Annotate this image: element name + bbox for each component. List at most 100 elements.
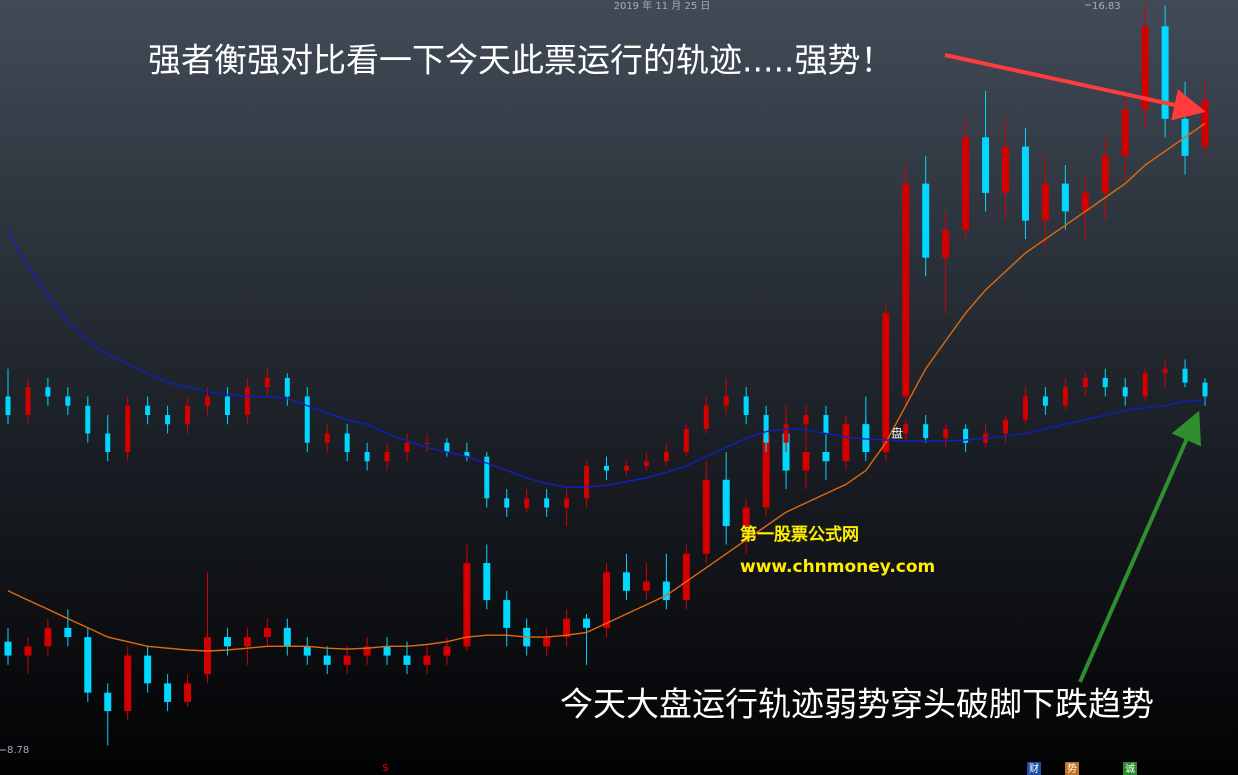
- candle-body: [1122, 387, 1128, 397]
- candle-body: [45, 387, 51, 397]
- candle-body: [484, 456, 490, 499]
- candle-body: [584, 465, 590, 499]
- candle-body: [742, 507, 750, 527]
- candle-body: [5, 396, 11, 415]
- candle-body: [65, 396, 71, 406]
- candle-body: [802, 452, 810, 471]
- candle-body: [682, 553, 690, 601]
- candle-body: [543, 637, 551, 647]
- footer-icon[interactable]: 势: [1067, 762, 1077, 775]
- candle-body: [1182, 368, 1188, 383]
- candle-body: [564, 498, 570, 508]
- candle-body: [144, 655, 152, 684]
- candle-body: [1201, 100, 1209, 147]
- footer-icon[interactable]: $: [382, 761, 389, 774]
- footer-icon[interactable]: 财: [1029, 762, 1039, 775]
- candle-body: [404, 442, 410, 452]
- candle-body: [24, 646, 32, 656]
- footer-icon-bg: [1065, 762, 1079, 775]
- candle-body: [264, 377, 270, 388]
- candle-body: [703, 405, 709, 429]
- candle-body: [903, 424, 909, 434]
- candle-body: [563, 618, 571, 638]
- candle-body: [205, 396, 210, 406]
- candle-body: [683, 428, 689, 452]
- candle-body: [623, 465, 629, 471]
- footer-icon[interactable]: 诚: [1125, 763, 1135, 775]
- candle-body: [762, 433, 770, 508]
- candle-body: [1003, 419, 1008, 434]
- candle-body: [324, 433, 330, 443]
- candle-body: [1062, 387, 1068, 406]
- candle-body: [882, 313, 890, 452]
- candle-body: [44, 627, 52, 647]
- candle-body: [304, 396, 310, 443]
- candle-body: [364, 452, 370, 462]
- candle-body: [164, 683, 172, 702]
- candle-body: [1082, 377, 1088, 388]
- candle-body: [544, 498, 550, 508]
- candle-body: [424, 442, 430, 444]
- y-tick-label: 8.78: [7, 745, 29, 756]
- candle-body: [383, 646, 391, 656]
- candle-body: [1161, 26, 1169, 119]
- candle-body: [1022, 396, 1028, 420]
- candle-body: [85, 405, 91, 434]
- annotation: 今天大盘运行轨迹弱势穿头破脚下跌趋势: [560, 685, 1154, 724]
- candle-body: [104, 692, 112, 712]
- candle-body: [722, 479, 730, 527]
- candle-body: [1081, 192, 1089, 212]
- candle-body: [403, 655, 411, 665]
- candle-body: [443, 646, 451, 656]
- y-tick-label: 16.83: [1092, 1, 1121, 12]
- candle-body: [1202, 382, 1208, 397]
- candle-body: [224, 396, 230, 415]
- candle-body: [423, 655, 431, 665]
- candle-body: [982, 137, 990, 193]
- candle-body: [323, 655, 331, 665]
- candle-body: [702, 479, 710, 554]
- candle-body: [283, 627, 291, 647]
- candle-body: [1162, 368, 1168, 374]
- candle-body: [922, 183, 930, 258]
- candle-body: [284, 377, 290, 397]
- candle-body: [384, 452, 390, 462]
- candle-body: [25, 387, 31, 415]
- candle-body: [243, 637, 251, 647]
- candle-body: [902, 183, 910, 397]
- date-label: 2019 年 11 月 25 日: [614, 0, 711, 12]
- candle-body: [942, 229, 950, 258]
- plot-area: 8.78 16.83: [0, 1, 1209, 756]
- candle-body: [1002, 146, 1009, 193]
- watermark: 第一股票公式网: [740, 524, 859, 545]
- candle-body: [604, 465, 609, 471]
- candle-body: [463, 563, 471, 647]
- candle-body: [223, 637, 231, 647]
- candle-body: [464, 452, 470, 457]
- candle-body: [743, 396, 749, 415]
- candle-body: [124, 655, 132, 712]
- candle-body: [962, 137, 970, 230]
- candle-body: [165, 414, 171, 425]
- watermark: www.chnmoney.com: [740, 557, 935, 577]
- candle-body: [185, 405, 191, 425]
- candle-body: [622, 572, 630, 591]
- candle-body: [263, 627, 271, 638]
- candle-body: [923, 424, 929, 439]
- candle-body: [303, 646, 311, 656]
- candle-body: [822, 452, 830, 462]
- candle-body: [1121, 109, 1129, 156]
- candle-body: [145, 405, 151, 415]
- candle-body: [943, 428, 949, 439]
- candle-body: [105, 433, 111, 452]
- candle-body: [643, 461, 649, 466]
- candle-body: [444, 442, 450, 452]
- candle-body: [524, 498, 530, 508]
- candle-body: [783, 424, 789, 443]
- candle-body: [1061, 183, 1069, 212]
- footer-icon-bg: [1123, 762, 1137, 775]
- candle-body: [503, 600, 511, 628]
- red-arrow: [944, 53, 1206, 121]
